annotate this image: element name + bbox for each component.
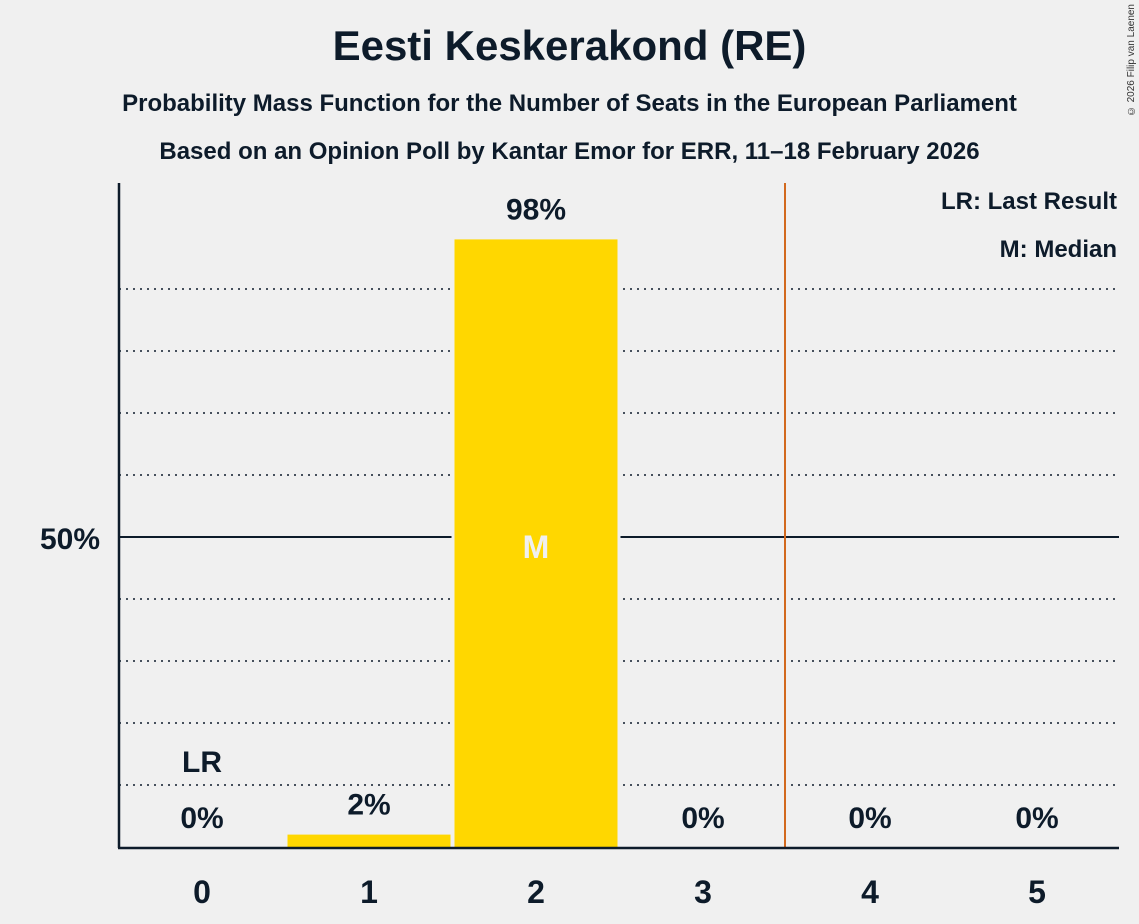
gridlines bbox=[119, 288, 1119, 786]
value-label: 0% bbox=[681, 802, 724, 835]
bars bbox=[284, 239, 621, 847]
value-label: 2% bbox=[347, 789, 390, 822]
legend-last-result: LR: Last Result bbox=[941, 188, 1117, 215]
x-tick-label: 5 bbox=[1028, 874, 1046, 910]
last-result-marker: LR bbox=[182, 746, 222, 779]
value-label: 98% bbox=[506, 193, 566, 226]
value-label: 0% bbox=[848, 802, 891, 835]
value-labels: 0% 0 LR 2% 1 98% 2 M 0% 3 0% 4 0% 5 bbox=[180, 193, 1058, 910]
y-tick-label-50: 50% bbox=[40, 523, 100, 556]
x-tick-label: 2 bbox=[527, 874, 545, 910]
x-tick-label: 1 bbox=[360, 874, 378, 910]
x-tick-label: 0 bbox=[193, 874, 211, 910]
legend-median: M: Median bbox=[1000, 236, 1117, 263]
chart-source: Based on an Opinion Poll by Kantar Emor … bbox=[159, 138, 980, 165]
x-tick-label: 4 bbox=[861, 874, 879, 910]
value-label: 0% bbox=[180, 802, 223, 835]
median-marker: M bbox=[523, 529, 550, 565]
bar-seats-2 bbox=[454, 239, 618, 847]
value-label: 0% bbox=[1015, 802, 1058, 835]
chart-subtitle: Probability Mass Function for the Number… bbox=[122, 90, 1017, 117]
x-tick-label: 3 bbox=[694, 874, 712, 910]
chart-title: Eesti Keskerakond (RE) bbox=[332, 22, 807, 69]
bar-seats-1 bbox=[287, 834, 451, 847]
